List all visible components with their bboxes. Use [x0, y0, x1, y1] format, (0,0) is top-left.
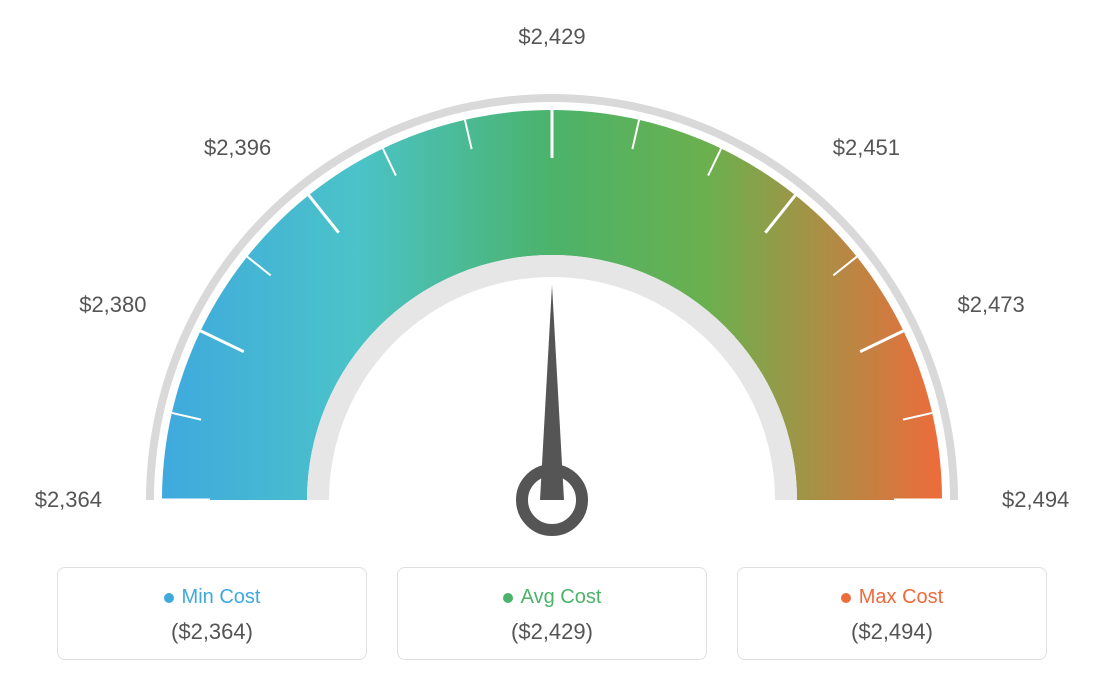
legend-title-avg: Avg Cost: [503, 586, 602, 609]
gauge-tick-label: $2,396: [204, 135, 271, 161]
legend-title-min: Min Cost: [164, 586, 261, 609]
legend-value-min: ($2,364): [68, 619, 356, 645]
legend-title-text-min: Min Cost: [182, 586, 261, 609]
gauge-tick-label: $2,364: [35, 487, 102, 513]
dot-min: [164, 593, 174, 603]
gauge-chart: $2,364$2,380$2,396$2,429$2,451$2,473$2,4…: [52, 20, 1052, 540]
dot-max: [841, 593, 851, 603]
gauge-svg: [52, 20, 1052, 560]
legend-value-avg: ($2,429): [408, 619, 696, 645]
legend-card-min: Min Cost ($2,364): [57, 567, 367, 660]
gauge-tick-label: $2,494: [1002, 487, 1069, 513]
gauge-tick-label: $2,429: [518, 24, 585, 50]
dot-avg: [503, 593, 513, 603]
legend-title-max: Max Cost: [841, 586, 943, 609]
gauge-tick-label: $2,451: [833, 135, 900, 161]
legend-title-text-max: Max Cost: [859, 586, 943, 609]
gauge-tick-label: $2,380: [79, 292, 146, 318]
gauge-tick-label: $2,473: [957, 292, 1024, 318]
legend-row: Min Cost ($2,364) Avg Cost ($2,429) Max …: [57, 567, 1047, 660]
legend-card-max: Max Cost ($2,494): [737, 567, 1047, 660]
legend-card-avg: Avg Cost ($2,429): [397, 567, 707, 660]
legend-title-text-avg: Avg Cost: [521, 586, 602, 609]
legend-value-max: ($2,494): [748, 619, 1036, 645]
